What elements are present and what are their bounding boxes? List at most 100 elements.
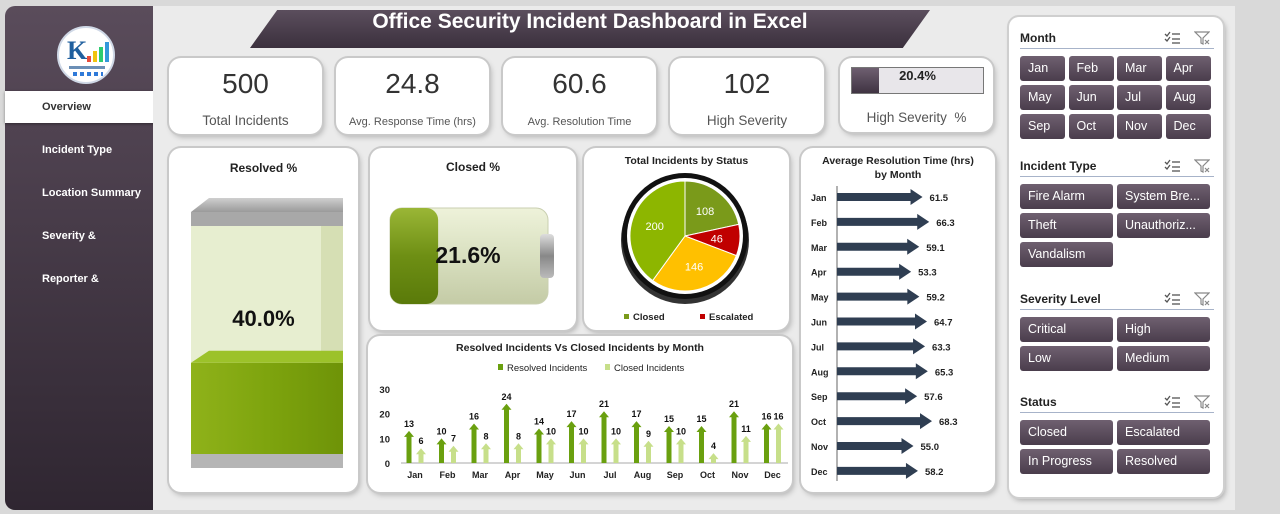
legend-swatch bbox=[498, 364, 503, 370]
hbar-arrow bbox=[837, 288, 920, 305]
slicer-item[interactable]: Vandalism bbox=[1020, 242, 1113, 267]
column-resolved-label: 17 bbox=[566, 409, 576, 419]
slicer-item[interactable]: Mar bbox=[1117, 56, 1162, 81]
column-resolved-label: 14 bbox=[534, 416, 544, 426]
multi-select-icon[interactable] bbox=[1164, 394, 1180, 408]
pie-slice-label: 108 bbox=[696, 206, 714, 218]
column-resolved bbox=[761, 423, 772, 463]
column-resolved bbox=[469, 423, 479, 463]
slicer-item[interactable]: High bbox=[1117, 317, 1210, 342]
column-closed-label: 8 bbox=[516, 431, 521, 441]
column-resolved-label: 15 bbox=[696, 414, 706, 424]
hbar-category: Apr bbox=[811, 268, 827, 278]
kpi-avg-response: 24.8 Avg. Response Time (hrs) bbox=[336, 58, 489, 134]
legend-label: Closed Incidents bbox=[614, 363, 684, 374]
column-resolved-label: 16 bbox=[469, 412, 479, 422]
slicer-item[interactable]: Sep bbox=[1020, 114, 1065, 139]
clear-filter-icon[interactable] bbox=[1193, 30, 1211, 45]
legend-label: Closed bbox=[633, 312, 665, 323]
slicer-title: Month bbox=[1020, 31, 1056, 45]
column-closed-label: 10 bbox=[611, 426, 621, 436]
slicer-item[interactable]: Dec bbox=[1165, 114, 1211, 139]
x-tick-label: Aug bbox=[634, 470, 652, 480]
logo: K bbox=[57, 26, 115, 84]
clear-filter-icon[interactable] bbox=[1193, 158, 1211, 173]
column-closed-label: 10 bbox=[546, 426, 556, 436]
column-closed bbox=[611, 438, 621, 463]
slicer-item[interactable]: Aug bbox=[1165, 85, 1211, 110]
column-closed bbox=[448, 445, 459, 463]
column-closed bbox=[481, 443, 491, 463]
pie-slice-label: 146 bbox=[685, 262, 703, 274]
hbar-value-label: 66.3 bbox=[936, 218, 955, 229]
x-tick-label: Oct bbox=[700, 470, 715, 480]
closed-title: Closed % bbox=[445, 160, 500, 174]
title-banner bbox=[250, 10, 930, 48]
x-tick-label: Jul bbox=[603, 470, 616, 480]
kpi-value: 60.6 bbox=[552, 68, 607, 99]
column-closed bbox=[708, 453, 719, 463]
column-resolved bbox=[729, 411, 739, 463]
slicer-item[interactable]: Unauthoriz... bbox=[1117, 213, 1210, 238]
kpi-label: High Severity % bbox=[866, 110, 967, 125]
slicer-item[interactable]: Escalated bbox=[1117, 420, 1210, 445]
resolved-value: 40.0% bbox=[232, 306, 295, 331]
column-resolved bbox=[599, 411, 609, 463]
slicer-item[interactable]: Low bbox=[1020, 346, 1113, 371]
hbar-arrow bbox=[837, 413, 932, 430]
slicer-item[interactable]: Fire Alarm bbox=[1020, 184, 1113, 209]
hbar-category: Mar bbox=[811, 243, 828, 253]
nav-location-summary[interactable]: Location Summary bbox=[42, 187, 142, 199]
pie-slice bbox=[629, 180, 686, 282]
column-resolved-label: 21 bbox=[729, 399, 739, 409]
pie-title: Total Incidents by Status bbox=[624, 155, 749, 167]
clear-filter-icon[interactable] bbox=[1193, 291, 1211, 306]
multi-select-icon[interactable] bbox=[1164, 158, 1180, 172]
column-closed-label: 9 bbox=[646, 429, 651, 439]
slicer-item[interactable]: In Progress bbox=[1020, 449, 1113, 474]
nav-reporter[interactable]: Reporter & bbox=[42, 273, 99, 285]
slicer-header: Incident Type bbox=[1020, 155, 1214, 177]
pie-chart: 108 46 146 200 Closed Escalated bbox=[621, 173, 754, 323]
nav-overview[interactable]: Overview bbox=[5, 91, 156, 123]
slicer-item[interactable]: Closed bbox=[1020, 420, 1113, 445]
legend-swatch bbox=[605, 364, 610, 370]
column-closed-label: 10 bbox=[578, 426, 588, 436]
slicer-item[interactable]: Oct bbox=[1068, 114, 1114, 139]
multi-select-icon[interactable] bbox=[1164, 291, 1180, 305]
slicer-item[interactable]: Theft bbox=[1020, 213, 1113, 238]
slicer-item[interactable]: May bbox=[1020, 85, 1065, 110]
slicer-item[interactable]: Apr bbox=[1165, 56, 1211, 81]
slicer-item[interactable]: Medium bbox=[1117, 346, 1210, 371]
column-resolved bbox=[501, 403, 512, 463]
multi-select-icon[interactable] bbox=[1164, 30, 1180, 44]
slicer-title: Severity Level bbox=[1020, 292, 1101, 306]
y-tick-label: 10 bbox=[379, 434, 390, 445]
column-resolved-label: 17 bbox=[631, 409, 641, 419]
kpi-label: Avg. Response Time (hrs) bbox=[349, 116, 476, 128]
slicer-item[interactable]: Critical bbox=[1020, 317, 1113, 342]
slicer-item[interactable]: Resolved bbox=[1117, 449, 1210, 474]
hbar-arrow bbox=[837, 388, 918, 405]
column-resolved-label: 10 bbox=[436, 426, 446, 436]
hbar-value-label: 59.2 bbox=[926, 293, 945, 304]
resolved-box-graphic bbox=[191, 198, 343, 468]
column-resolved-label: 15 bbox=[664, 414, 674, 424]
slicer-item[interactable]: Nov bbox=[1117, 114, 1162, 139]
nav-severity[interactable]: Severity & bbox=[42, 230, 96, 242]
status-pie-card: Total Incidents by Status 108 46 146 200 Clo… bbox=[584, 148, 789, 330]
column-resolved-label: 21 bbox=[599, 399, 609, 409]
slicer-item[interactable]: Feb bbox=[1068, 56, 1114, 81]
slicer-item[interactable]: Jan bbox=[1020, 56, 1065, 81]
pie-slice bbox=[651, 235, 738, 292]
hbar-arrow bbox=[837, 189, 923, 205]
clear-filter-icon[interactable] bbox=[1193, 394, 1211, 409]
slicer-item[interactable]: System Bre... bbox=[1117, 184, 1210, 209]
slicer-item[interactable]: Jun bbox=[1068, 85, 1114, 110]
slicer-item[interactable]: Jul bbox=[1117, 85, 1162, 110]
hbar-title: Average Resolution Time (hrs) by Month bbox=[822, 155, 974, 181]
hbar-category: Nov bbox=[811, 442, 828, 452]
hbar-category: Aug bbox=[811, 367, 829, 377]
hbar-value-label: 59.1 bbox=[926, 243, 945, 254]
nav-incident-type[interactable]: Incident Type bbox=[42, 144, 113, 156]
